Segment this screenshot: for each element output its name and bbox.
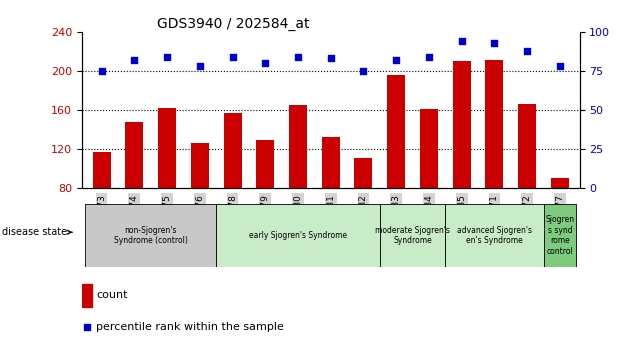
Bar	[85, 204, 216, 267]
Point	[358, 68, 369, 74]
Text: early Sjogren's Syndrome: early Sjogren's Syndrome	[249, 231, 347, 240]
Point	[522, 48, 532, 53]
Text: disease state: disease state	[2, 227, 72, 237]
Bar	[486, 60, 503, 266]
Point	[82, 324, 92, 330]
Point	[391, 57, 401, 63]
Point	[326, 56, 336, 61]
Point	[457, 38, 467, 44]
Bar	[551, 178, 569, 266]
Bar	[82, 284, 91, 307]
Bar	[322, 137, 340, 266]
Bar	[380, 204, 445, 267]
Bar	[518, 104, 536, 266]
Point	[96, 68, 106, 74]
Point	[424, 54, 434, 59]
Text: non-Sjogren's
Syndrome (control): non-Sjogren's Syndrome (control)	[114, 226, 188, 245]
Text: GDS3940 / 202584_at: GDS3940 / 202584_at	[156, 17, 309, 31]
Text: percentile rank within the sample: percentile rank within the sample	[96, 322, 284, 332]
Bar	[216, 204, 380, 267]
Text: count: count	[96, 290, 128, 300]
Bar	[256, 140, 274, 266]
Bar	[158, 108, 176, 266]
Point	[555, 63, 565, 69]
Point	[260, 60, 270, 66]
Bar	[453, 61, 471, 266]
Point	[490, 40, 500, 46]
Text: advanced Sjogren's
en's Syndrome: advanced Sjogren's en's Syndrome	[457, 226, 532, 245]
Bar	[355, 159, 372, 266]
Bar	[289, 105, 307, 266]
Point	[227, 54, 238, 59]
Bar	[387, 75, 405, 266]
Bar	[125, 122, 143, 266]
Bar	[445, 204, 544, 267]
Text: Sjogren
s synd
rome
control: Sjogren s synd rome control	[546, 215, 575, 256]
Bar	[420, 109, 438, 266]
Bar	[93, 152, 110, 266]
Text: moderate Sjogren's
Syndrome: moderate Sjogren's Syndrome	[375, 226, 450, 245]
Point	[162, 54, 172, 59]
Point	[129, 57, 139, 63]
Bar	[191, 143, 209, 266]
Bar	[224, 113, 241, 266]
Bar	[544, 204, 576, 267]
Point	[195, 63, 205, 69]
Point	[293, 54, 303, 59]
